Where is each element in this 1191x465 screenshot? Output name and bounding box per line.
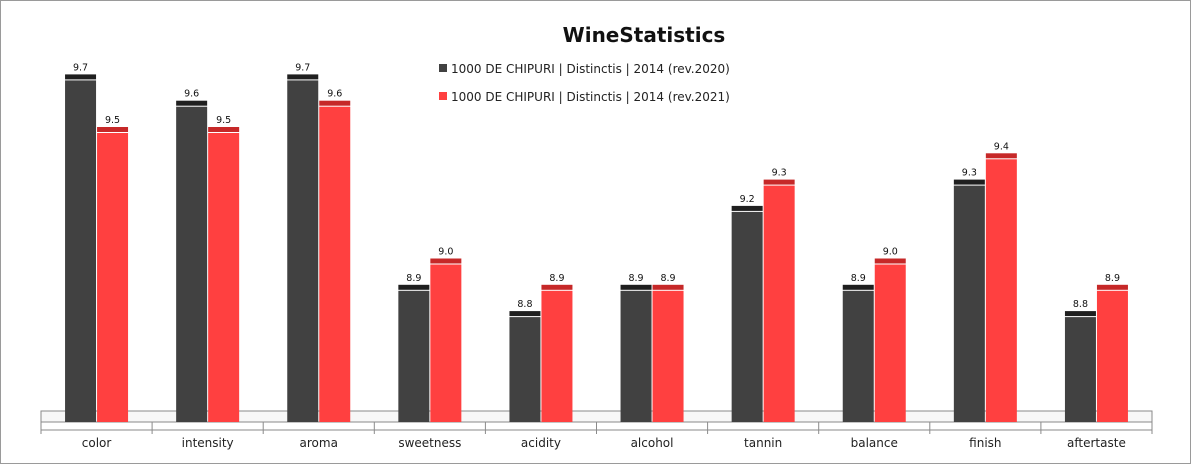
x-tick-label-alcohol: alcohol (631, 436, 674, 450)
legend-swatch-rev2021 (439, 92, 447, 100)
bar-rev2021-alcohol (652, 290, 684, 422)
value-label-rev2020-aftertaste: 8.8 (1073, 299, 1088, 310)
value-labels: 9.7 9.5 9.6 9.5 9.7 9.6 8.9 9.0 8.8 8.9 8.9 8.9 9.2 9… (73, 62, 1120, 310)
bar-rev2020-intensity (176, 106, 208, 422)
bar-rev2021-aroma (319, 106, 351, 422)
x-tick-label-sweetness: sweetness (398, 436, 461, 450)
bar-cap-rev2021-aftertaste (1096, 284, 1128, 290)
x-tick-label-intensity: intensity (182, 436, 234, 450)
value-label-rev2021-color: 9.5 (105, 115, 120, 126)
value-label-rev2021-tannin: 9.3 (772, 168, 787, 179)
value-label-rev2021-sweetness: 9.0 (438, 247, 453, 258)
x-axis: color intensity aroma sweetness acidity alcoh… (40, 422, 1153, 450)
bar-rev2021-tannin (763, 185, 795, 422)
plot-floor-plane (40, 410, 1153, 423)
value-label-rev2021-aroma: 9.6 (327, 89, 342, 100)
value-label-rev2020-acidity: 8.8 (517, 299, 532, 310)
bar-cap-rev2020-aroma (287, 74, 319, 80)
bar-cap-rev2020-balance (842, 284, 874, 290)
bar-cap-rev2021-balance (874, 258, 906, 264)
chart-title: WineStatistics (563, 23, 726, 47)
value-label-rev2020-aroma: 9.7 (295, 62, 310, 73)
bar-rev2020-alcohol (620, 290, 652, 422)
bar-rev2021-sweetness (430, 264, 462, 422)
value-label-rev2020-alcohol: 8.9 (628, 273, 643, 284)
bar-cap-rev2021-sweetness (430, 258, 462, 264)
value-label-rev2020-tannin: 9.2 (740, 194, 755, 205)
x-tick-label-tannin: tannin (744, 436, 782, 450)
bar-rev2020-color (65, 80, 97, 423)
bar-rev2021-aftertaste (1096, 290, 1128, 422)
legend-swatch-rev2020 (439, 64, 447, 72)
x-tick-label-finish: finish (969, 436, 1001, 450)
x-tick-label-aroma: aroma (300, 436, 338, 450)
bar-cap-rev2020-alcohol (620, 284, 652, 290)
bar-rev2020-aftertaste (1064, 317, 1096, 422)
bar-cap-rev2021-color (97, 127, 129, 132)
legend-label-rev2021: 1000 DE CHIPURI | Distinctis | 2014 (rev… (451, 90, 730, 104)
bar-rev2021-acidity (541, 290, 573, 422)
bar-cap-rev2020-finish (953, 179, 985, 185)
bar-rev2020-tannin (731, 211, 763, 422)
bar-cap-rev2020-color (65, 74, 97, 80)
bar-rev2021-intensity (208, 133, 240, 422)
bar-rev2021-finish (985, 159, 1017, 423)
value-label-rev2021-acidity: 8.9 (549, 273, 564, 284)
value-label-rev2020-sweetness: 8.9 (406, 273, 421, 284)
bar-cap-rev2020-tannin (731, 205, 763, 211)
x-tick-label-color: color (82, 436, 112, 450)
bar-cap-rev2021-finish (985, 153, 1017, 159)
value-label-rev2020-balance: 8.9 (851, 273, 866, 284)
bars (65, 74, 1128, 423)
value-label-rev2021-alcohol: 8.9 (660, 273, 675, 284)
x-tick-label-acidity: acidity (521, 436, 561, 450)
bar-cap-rev2021-intensity (208, 127, 240, 132)
bar-rev2021-balance (874, 264, 906, 422)
x-tick-label-balance: balance (851, 436, 898, 450)
bar-cap-rev2020-sweetness (398, 284, 430, 290)
bar-cap-rev2021-tannin (763, 179, 795, 185)
bar-cap-rev2020-aftertaste (1064, 311, 1096, 317)
bar-rev2020-acidity (509, 317, 541, 422)
bar-cap-rev2020-acidity (509, 311, 541, 317)
value-label-rev2021-finish: 9.4 (994, 141, 1009, 152)
bar-cap-rev2020-intensity (176, 100, 208, 106)
bar-cap-rev2021-aroma (319, 100, 351, 106)
value-label-rev2021-aftertaste: 8.9 (1105, 273, 1120, 284)
x-tick-label-aftertaste: aftertaste (1067, 436, 1126, 450)
legend-label-rev2020: 1000 DE CHIPURI | Distinctis | 2014 (rev… (451, 62, 730, 76)
bar-cap-rev2021-alcohol (652, 284, 684, 290)
value-label-rev2020-intensity: 9.6 (184, 89, 199, 100)
legend: 1000 DE CHIPURI | Distinctis | 2014 (rev… (439, 62, 730, 104)
value-label-rev2021-intensity: 9.5 (216, 115, 231, 126)
bar-cap-rev2021-acidity (541, 284, 573, 290)
bar-rev2020-balance (842, 290, 874, 422)
bar-rev2020-sweetness (398, 290, 430, 422)
value-label-rev2020-color: 9.7 (73, 62, 88, 73)
bar-rev2020-aroma (287, 80, 319, 423)
bar-rev2021-color (97, 133, 129, 422)
bar-rev2020-finish (953, 185, 985, 422)
value-label-rev2021-balance: 9.0 (883, 247, 898, 258)
value-label-rev2020-finish: 9.3 (962, 168, 977, 179)
